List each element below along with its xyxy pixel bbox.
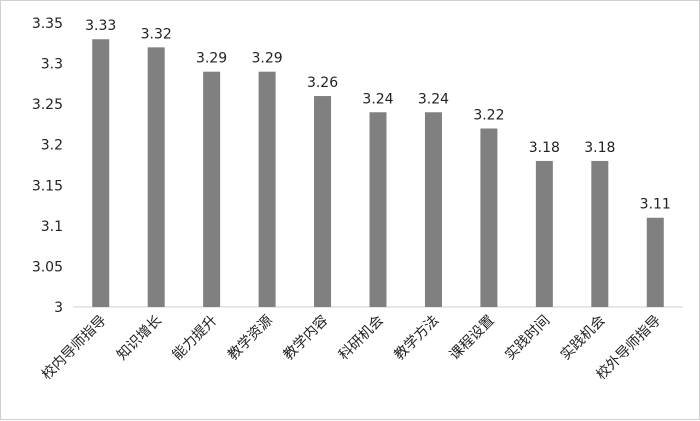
- data-label: 3.18: [584, 140, 615, 156]
- x-tick-label: 教学内容: [280, 312, 332, 364]
- data-label: 3.32: [141, 26, 172, 42]
- bar: [92, 39, 110, 307]
- bar: [646, 217, 664, 307]
- y-tick-label: 3.1: [41, 219, 63, 235]
- data-label: 3.29: [252, 51, 283, 67]
- data-label: 3.33: [85, 18, 116, 34]
- data-label: 3.26: [307, 75, 338, 91]
- bar: [314, 96, 332, 308]
- data-label: 3.24: [418, 91, 449, 107]
- y-tick-label: 3.25: [32, 97, 63, 113]
- x-tick-label: 知识增长: [113, 312, 165, 364]
- x-tick-label: 实践时间: [502, 313, 553, 364]
- x-tick-label: 科研机会: [336, 313, 387, 364]
- data-label: 3.22: [473, 107, 504, 123]
- bar: [535, 160, 553, 307]
- bar: [591, 160, 609, 307]
- bar: [147, 47, 165, 307]
- y-tick-label: 3.35: [32, 16, 63, 32]
- bar: [203, 71, 221, 307]
- bar: [258, 71, 276, 307]
- bar: [424, 112, 442, 307]
- data-label: 3.29: [196, 51, 227, 67]
- y-tick-label: 3: [54, 300, 63, 316]
- y-tick-label: 3.2: [41, 138, 63, 154]
- x-tick-label: 能力提升: [170, 313, 221, 364]
- data-label: 3.18: [529, 140, 560, 156]
- x-tick-label: 课程设置: [447, 313, 498, 364]
- data-label: 3.11: [640, 197, 671, 213]
- bar: [480, 128, 498, 307]
- x-tick-label: 教学资源: [225, 313, 276, 364]
- y-tick-label: 3.15: [32, 178, 63, 194]
- y-tick-label: 3.3: [41, 57, 63, 73]
- y-tick-label: 3.05: [32, 259, 63, 275]
- bar: [369, 112, 387, 307]
- x-tick-label: 实践机会: [558, 313, 609, 364]
- x-tick-label: 校内导师指导: [38, 312, 109, 383]
- data-label: 3.24: [362, 91, 393, 107]
- x-tick-label: 教学方法: [391, 313, 442, 364]
